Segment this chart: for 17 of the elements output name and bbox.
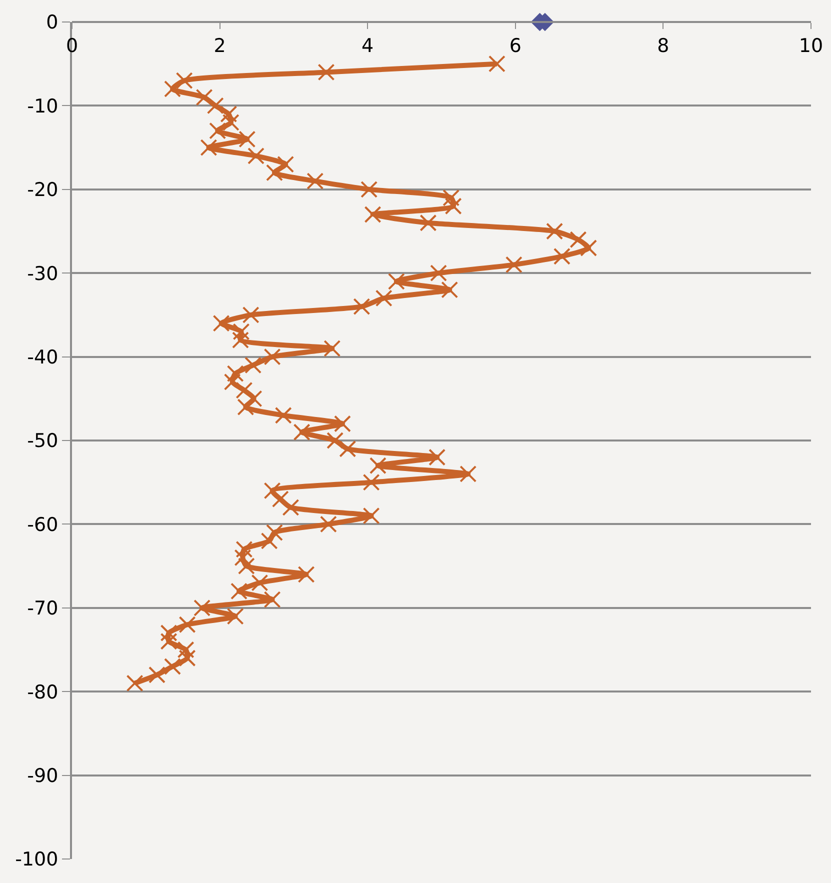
y-tick-label: -40 bbox=[27, 346, 58, 368]
y-tick-label: 0 bbox=[46, 12, 58, 34]
y-tick-label: -70 bbox=[27, 598, 58, 620]
x-tick-label: 4 bbox=[362, 34, 374, 57]
x-tick-label: 0 bbox=[66, 34, 78, 57]
y-tick-label: -80 bbox=[27, 681, 58, 704]
x-tick-label: 10 bbox=[798, 34, 824, 57]
y-tick-label: -90 bbox=[27, 764, 58, 787]
y-tick-label: -100 bbox=[15, 848, 58, 871]
x-tick-label: 8 bbox=[657, 34, 670, 57]
y-tick-label: -20 bbox=[27, 179, 58, 202]
x-tick-label: 6 bbox=[509, 34, 522, 57]
y-tick-label: -30 bbox=[27, 262, 58, 285]
y-tick-label: -10 bbox=[27, 95, 58, 118]
y-tick-label: -60 bbox=[27, 514, 58, 536]
x-tick-label: 2 bbox=[214, 34, 226, 57]
y-tick-label: -50 bbox=[27, 430, 58, 452]
